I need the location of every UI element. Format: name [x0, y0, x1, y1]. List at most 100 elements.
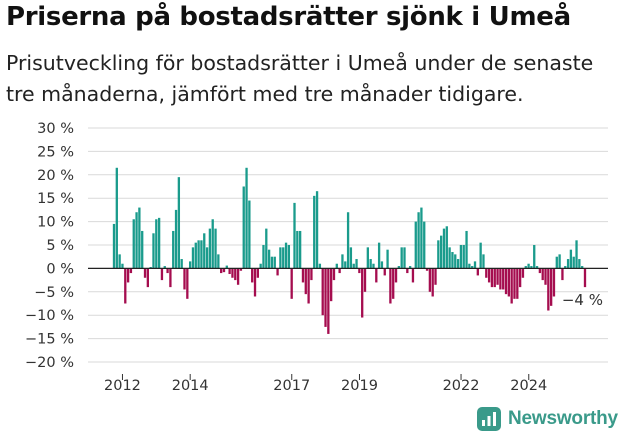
- bar: [324, 268, 327, 327]
- bar: [425, 268, 429, 271]
- bar: [541, 268, 544, 281]
- bar: [423, 221, 426, 269]
- x-tick-label: 2024: [510, 378, 547, 394]
- bar: [476, 268, 479, 276]
- bar: [205, 247, 209, 269]
- bar: [321, 268, 324, 316]
- x-tick-label: 2019: [341, 378, 378, 394]
- bar: [186, 268, 189, 299]
- bar: [434, 268, 437, 285]
- bar: [581, 266, 584, 269]
- y-tick-label: 15 %: [37, 191, 74, 207]
- bar: [516, 268, 519, 299]
- bar: [203, 233, 206, 269]
- bar: [583, 268, 587, 288]
- bar: [169, 268, 172, 288]
- bar: [251, 268, 254, 283]
- bar: [129, 268, 133, 274]
- x-tick-label: 2022: [443, 378, 480, 394]
- bar: [124, 268, 127, 304]
- x-tick-label: 2012: [104, 378, 141, 394]
- bar: [386, 249, 389, 269]
- bar: [265, 228, 268, 269]
- bar: [355, 259, 358, 269]
- bar: [191, 247, 195, 269]
- bar: [358, 268, 361, 274]
- bar: [555, 256, 558, 269]
- bar: [338, 268, 341, 274]
- bar: [126, 268, 130, 283]
- bar: [282, 247, 285, 269]
- bar: [293, 202, 296, 269]
- bar: [180, 259, 183, 269]
- bar: [490, 268, 494, 288]
- bar: [403, 247, 406, 269]
- bar: [214, 228, 217, 269]
- bar: [454, 254, 457, 269]
- bar: [197, 240, 200, 269]
- bar: [242, 186, 245, 269]
- bar: [315, 191, 319, 269]
- y-tick-label: 0 %: [46, 261, 74, 277]
- bar: [448, 247, 451, 269]
- bar: [259, 263, 262, 269]
- bar: [417, 212, 420, 269]
- bar: [504, 268, 508, 295]
- bars: [112, 167, 587, 334]
- bar: [284, 242, 288, 269]
- bar: [377, 242, 381, 269]
- bar: [217, 254, 220, 269]
- bar: [558, 254, 561, 269]
- bar: [487, 268, 491, 283]
- bar: [459, 245, 463, 269]
- bar: [530, 266, 533, 269]
- bar: [397, 266, 401, 269]
- bar: [550, 268, 553, 306]
- bar: [160, 268, 164, 281]
- chart-subtitle: Prisutveckling för bostadsrätter i Umeå …: [6, 51, 594, 106]
- bar: [524, 266, 527, 269]
- bar: [479, 242, 482, 269]
- bar: [183, 268, 186, 290]
- bar: [335, 263, 338, 269]
- y-tick-label: 20 %: [37, 168, 74, 184]
- bar: [406, 268, 409, 274]
- bar: [172, 230, 175, 269]
- bar: [485, 268, 488, 278]
- y-tick-label: −15 %: [25, 332, 74, 348]
- bar: [361, 268, 364, 318]
- bar: [496, 268, 499, 285]
- bar: [437, 240, 440, 269]
- bar: [296, 230, 299, 269]
- bar: [225, 265, 228, 269]
- bar: [301, 268, 305, 283]
- bar: [245, 167, 248, 269]
- bar: [411, 268, 415, 283]
- bar: [366, 247, 369, 269]
- y-axis: 30 % 25 % 20 % 15 % 10 % 5 % 0 % −5 % −10 % −15 %…: [25, 121, 74, 371]
- bar: [239, 268, 243, 271]
- bar: [313, 195, 316, 269]
- bar: [135, 212, 138, 269]
- bar: [394, 268, 398, 283]
- bar: [146, 268, 149, 288]
- bar: [138, 207, 141, 269]
- y-tick-label: 5 %: [46, 238, 74, 254]
- bar: [152, 233, 155, 269]
- bar: [428, 268, 432, 292]
- newsworthy-logo[interactable]: Newsworthy: [476, 406, 618, 432]
- bar: [166, 268, 169, 274]
- bar: [527, 263, 530, 269]
- bar: [383, 268, 386, 276]
- bar: [132, 219, 135, 269]
- bar: [253, 268, 257, 297]
- bar: [468, 263, 471, 269]
- bar: [177, 177, 181, 269]
- bar: [400, 247, 403, 269]
- bar: [115, 167, 118, 269]
- bar: [431, 268, 434, 297]
- y-tick-label: −20 %: [25, 355, 74, 371]
- bar: [248, 200, 251, 269]
- last-value-label: −4 %: [562, 291, 603, 309]
- bar: [330, 268, 333, 302]
